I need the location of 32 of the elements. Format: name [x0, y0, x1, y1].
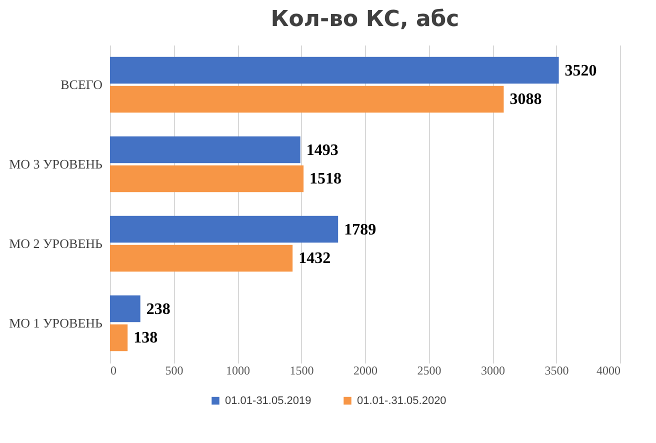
x-tick-label: 1500 — [290, 364, 314, 378]
y-tick-label: МО 2 УРОВЕНЬ — [9, 236, 104, 251]
data-label: 1789 — [344, 221, 376, 238]
x-tick-label: 0 — [110, 364, 116, 378]
x-tick-label: 2000 — [354, 364, 378, 378]
bar — [110, 244, 293, 272]
y-tick-label: ВСЕГО — [60, 76, 102, 92]
bar — [110, 86, 504, 113]
bar — [110, 56, 559, 84]
x-tick-label: 1000 — [226, 364, 250, 378]
x-tick-label: 500 — [165, 364, 184, 378]
legend-label: 01.01-.31.05.2020 — [357, 394, 446, 407]
data-label: 138 — [134, 330, 158, 347]
data-label: 1432 — [298, 250, 331, 268]
bar — [110, 136, 300, 164]
bar — [110, 295, 140, 322]
bar — [110, 324, 128, 352]
chart-title: Кол-во КС, абс — [270, 7, 460, 32]
bar — [110, 165, 304, 192]
x-tick-label: 4000 — [596, 364, 620, 378]
x-tick-label: 3000 — [481, 364, 505, 378]
data-label: 1518 — [310, 170, 342, 188]
data-label: 3520 — [564, 62, 597, 80]
data-label: 3088 — [510, 91, 542, 108]
data-label: 238 — [146, 300, 170, 318]
x-tick-label: 2500 — [417, 364, 442, 378]
x-tick-label: 3500 — [544, 364, 569, 378]
legend-label: 01.01-31.05.2019 — [225, 394, 312, 407]
y-tick-label: МО 1 УРОВЕНЬ — [9, 315, 104, 330]
bar — [110, 216, 338, 243]
data-label: 1493 — [306, 142, 338, 159]
y-tick-label: МО 3 УРОВЕНЬ — [9, 156, 104, 172]
